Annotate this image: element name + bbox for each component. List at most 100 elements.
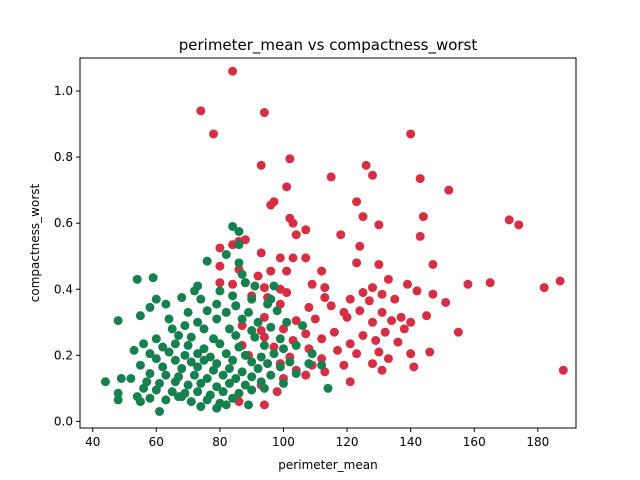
data-point: [368, 317, 378, 327]
data-point: [352, 349, 362, 359]
data-point: [212, 314, 222, 324]
x-tick-label: 40: [85, 435, 100, 449]
data-point: [177, 392, 187, 402]
data-point: [151, 354, 161, 364]
data-point: [317, 266, 327, 276]
data-point: [202, 373, 212, 383]
data-point: [139, 383, 149, 393]
data-point: [116, 373, 126, 383]
data-point: [259, 108, 269, 118]
data-point: [539, 283, 549, 293]
data-point: [224, 378, 234, 388]
data-point: [221, 307, 231, 317]
data-point: [218, 387, 228, 397]
y-tick-label: 0.2: [54, 348, 73, 362]
data-point: [221, 400, 231, 410]
data-point: [514, 220, 524, 230]
data-point: [193, 349, 203, 359]
data-point: [355, 241, 365, 251]
data-point: [193, 317, 203, 327]
data-point: [247, 357, 257, 367]
data-point: [183, 307, 193, 317]
data-point: [304, 359, 314, 369]
data-point: [259, 383, 269, 393]
data-point: [215, 261, 225, 271]
data-point: [244, 400, 254, 410]
data-point: [278, 378, 288, 388]
data-point: [215, 278, 225, 288]
data-point: [145, 368, 155, 378]
data-point: [228, 355, 238, 365]
data-point: [291, 340, 301, 350]
x-tick-label: 180: [526, 435, 549, 449]
data-point: [310, 314, 320, 324]
data-point: [170, 355, 180, 365]
data-point: [240, 278, 250, 288]
data-point: [317, 360, 327, 370]
data-point: [323, 383, 333, 393]
data-point: [266, 370, 276, 380]
data-point: [380, 327, 390, 337]
data-point: [228, 279, 238, 289]
data-point: [196, 294, 206, 304]
x-tick-label: 140: [399, 435, 422, 449]
data-point: [202, 306, 212, 316]
data-point: [485, 278, 495, 288]
data-point: [463, 279, 473, 289]
data-point: [135, 360, 145, 370]
y-axis-ticks: 0.0 0.2 0.4 0.6 0.8 1.0: [54, 84, 80, 428]
data-point: [145, 393, 155, 403]
data-point: [377, 365, 387, 375]
data-point: [145, 302, 155, 312]
data-point: [285, 154, 295, 164]
data-point: [180, 350, 190, 360]
data-point: [406, 349, 416, 359]
data-point: [202, 256, 212, 266]
y-tick-label: 0.0: [54, 414, 73, 428]
data-point: [161, 370, 171, 380]
data-point: [199, 324, 209, 334]
data-point: [237, 314, 247, 324]
data-point: [212, 299, 222, 309]
data-point: [301, 253, 311, 263]
data-point: [317, 354, 327, 364]
data-point: [253, 271, 263, 281]
data-point: [402, 279, 412, 289]
x-tick-label: 120: [336, 435, 359, 449]
data-point: [358, 331, 368, 340]
data-point: [504, 215, 514, 225]
data-point: [358, 288, 368, 298]
data-point: [259, 283, 269, 293]
data-point: [237, 367, 247, 377]
data-point: [250, 332, 260, 342]
data-point: [352, 258, 362, 268]
data-point: [263, 299, 273, 309]
data-point: [387, 316, 397, 326]
data-point: [209, 334, 219, 344]
data-point: [453, 327, 463, 337]
data-point: [189, 286, 199, 296]
data-point: [406, 129, 416, 139]
data-point: [266, 200, 276, 210]
data-point: [161, 299, 171, 309]
data-point: [396, 312, 406, 322]
data-point: [158, 342, 168, 352]
data-point: [275, 253, 285, 263]
data-point: [196, 378, 206, 388]
data-point: [269, 342, 279, 352]
data-point: [161, 395, 171, 405]
x-tick-label: 100: [272, 435, 295, 449]
data-point: [218, 370, 228, 380]
x-axis-ticks: 40 60 80 100 120 140 160 180: [85, 428, 549, 449]
data-point: [135, 311, 145, 321]
data-point: [275, 362, 285, 372]
data-point: [212, 403, 222, 413]
data-point: [377, 289, 387, 299]
data-point: [291, 368, 301, 378]
data-point: [113, 316, 123, 326]
data-point: [186, 332, 196, 342]
data-point: [288, 253, 298, 263]
data-point: [291, 316, 301, 326]
data-point: [151, 334, 161, 344]
data-point: [266, 266, 276, 276]
